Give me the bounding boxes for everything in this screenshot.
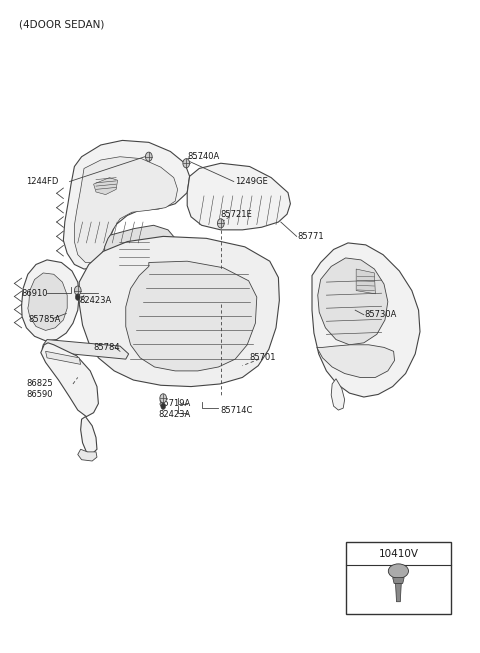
Text: 85719A: 85719A [158, 399, 191, 408]
Circle shape [113, 347, 117, 352]
Circle shape [84, 347, 88, 352]
Circle shape [74, 286, 81, 295]
Text: 82423A: 82423A [79, 296, 111, 305]
Polygon shape [74, 157, 178, 263]
Polygon shape [318, 258, 388, 345]
Polygon shape [46, 351, 81, 364]
Polygon shape [42, 340, 129, 359]
Circle shape [160, 394, 167, 403]
Polygon shape [126, 261, 257, 371]
Polygon shape [22, 260, 79, 341]
Bar [346, 542, 451, 614]
Text: 85740A: 85740A [187, 152, 219, 161]
Circle shape [51, 347, 55, 352]
Polygon shape [331, 379, 345, 410]
Text: 85771: 85771 [298, 232, 324, 241]
Circle shape [87, 450, 93, 458]
Polygon shape [94, 178, 118, 195]
Circle shape [145, 152, 152, 161]
Text: 86825: 86825 [26, 379, 53, 389]
Text: 86590: 86590 [26, 390, 53, 399]
Text: 85784: 85784 [94, 343, 120, 352]
Text: 85721E: 85721E [221, 210, 252, 219]
Circle shape [161, 403, 166, 409]
Polygon shape [356, 269, 375, 294]
Text: (4DOOR SEDAN): (4DOOR SEDAN) [19, 19, 105, 29]
Polygon shape [63, 140, 190, 269]
Circle shape [217, 219, 224, 228]
Circle shape [390, 328, 397, 338]
Circle shape [75, 294, 80, 300]
Polygon shape [28, 273, 67, 330]
Polygon shape [78, 449, 97, 461]
Polygon shape [79, 236, 279, 387]
Ellipse shape [271, 208, 281, 220]
Polygon shape [81, 417, 97, 454]
Text: 85701: 85701 [250, 353, 276, 362]
Text: 82423A: 82423A [158, 409, 191, 419]
Ellipse shape [388, 564, 408, 579]
Circle shape [183, 159, 190, 168]
Text: 85785A: 85785A [29, 315, 61, 325]
Text: 85730A: 85730A [365, 310, 397, 319]
Text: 10410V: 10410V [378, 549, 419, 559]
Text: 1249GE: 1249GE [235, 177, 268, 186]
Polygon shape [187, 163, 290, 230]
Polygon shape [105, 225, 177, 276]
Text: 86910: 86910 [22, 289, 48, 298]
Polygon shape [396, 584, 401, 602]
Polygon shape [41, 343, 98, 417]
Polygon shape [393, 577, 404, 584]
Polygon shape [312, 243, 420, 397]
Polygon shape [317, 345, 395, 377]
Text: 85714C: 85714C [221, 406, 253, 415]
Text: 1244FD: 1244FD [26, 177, 59, 186]
